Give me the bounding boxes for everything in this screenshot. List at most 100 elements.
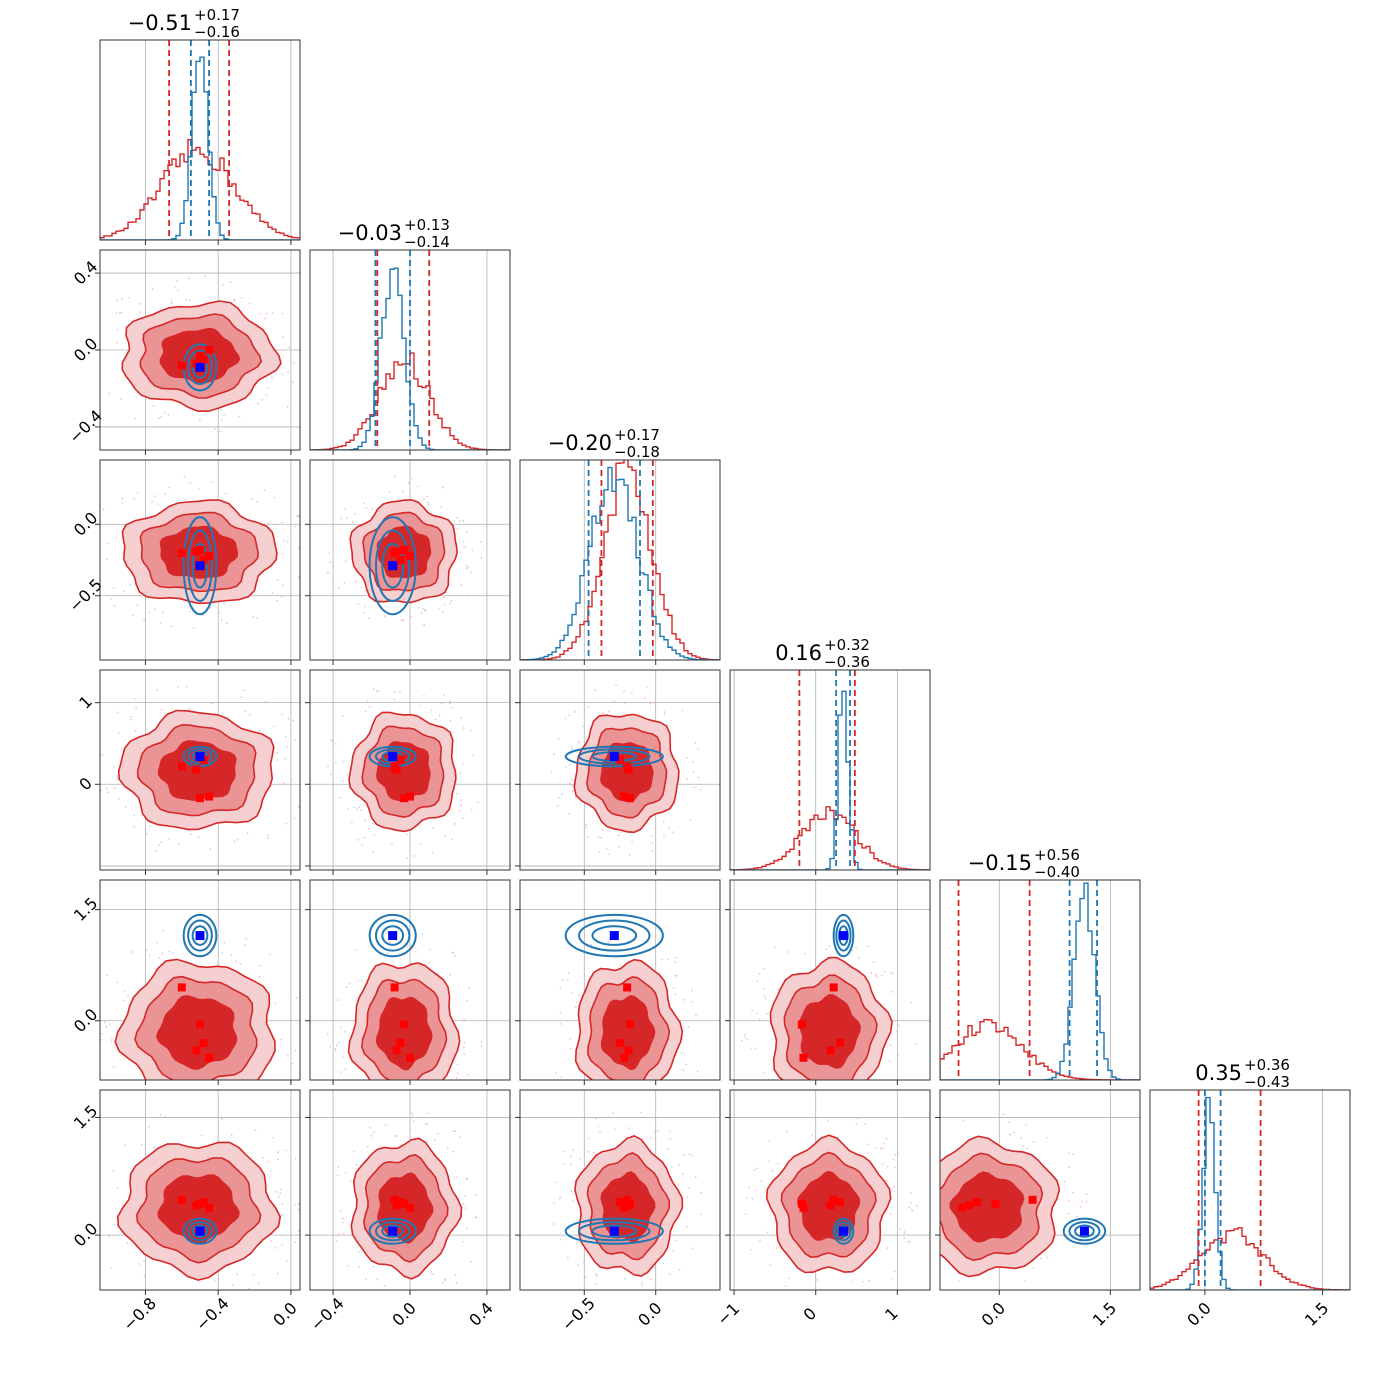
scatter-dot xyxy=(653,1131,656,1134)
scatter-dot xyxy=(462,817,465,820)
truth-marker xyxy=(838,931,848,941)
scatter-dot xyxy=(462,540,465,543)
scatter-dot xyxy=(256,501,259,504)
scatter-dot xyxy=(643,1298,645,1300)
scatter-dot xyxy=(272,725,275,728)
density-contour-posterior xyxy=(578,748,651,765)
scatter-dot xyxy=(826,1120,829,1122)
scatter-dot xyxy=(594,1117,597,1120)
scatter-dot xyxy=(830,1302,832,1304)
scatter-dot xyxy=(466,1227,468,1230)
panel-title-lower: −0.16 xyxy=(194,23,240,41)
truth-marker xyxy=(195,362,205,372)
y-tick-label: 1 xyxy=(75,692,96,713)
scatter-dot xyxy=(481,1040,483,1043)
scatter-dot xyxy=(468,986,470,989)
scatter-dot xyxy=(229,1130,231,1132)
scatter-dot xyxy=(682,1068,684,1071)
scatter-dot xyxy=(210,1123,212,1125)
scatter-dot xyxy=(136,604,139,607)
scatter-dot xyxy=(850,1280,853,1283)
scatter-dot xyxy=(455,1076,458,1079)
scatter-dot xyxy=(113,604,116,607)
scatter-dot xyxy=(189,832,192,835)
scatter-dot xyxy=(700,1191,702,1194)
scatter-dot xyxy=(1067,1212,1070,1215)
scatter-dot xyxy=(922,1138,924,1140)
scatter-dot xyxy=(687,1085,689,1087)
scatter-dot xyxy=(337,587,340,590)
scatter-dot xyxy=(471,1087,473,1089)
scatter-dot xyxy=(174,1298,176,1300)
scatter-dot xyxy=(201,1118,203,1120)
scatter-dot xyxy=(344,1030,347,1033)
scatter-dot xyxy=(623,702,626,705)
sample-marker xyxy=(620,1053,629,1062)
sample-marker xyxy=(205,346,214,354)
scatter-dot xyxy=(372,1265,375,1268)
scatter-dot xyxy=(364,710,367,713)
scatter-dot xyxy=(687,1026,690,1028)
scatter-dot xyxy=(244,710,247,713)
scatter-dot xyxy=(1088,1231,1091,1234)
scatter-dot xyxy=(114,787,116,789)
scatter-dot xyxy=(817,1130,819,1132)
scatter-dot xyxy=(994,1295,996,1297)
scatter-dot xyxy=(585,823,588,826)
scatter-dot xyxy=(607,853,610,856)
panel-title-upper: +0.13 xyxy=(404,216,450,234)
scatter-dot xyxy=(653,1266,656,1269)
y-tick-label: 0.0 xyxy=(70,1219,101,1250)
scatter-dot xyxy=(570,1190,573,1193)
scatter-dot xyxy=(360,809,363,812)
scatter-dot xyxy=(360,586,363,589)
scatter-dot xyxy=(340,517,343,520)
density-contour-posterior xyxy=(374,1221,411,1242)
scatter-dot xyxy=(200,1134,203,1137)
scatter-dot xyxy=(691,989,693,992)
scatter-dot xyxy=(597,1125,600,1128)
scatter-dot xyxy=(188,708,191,711)
scatter-dot xyxy=(345,986,348,989)
scatter-dot xyxy=(274,523,277,526)
scatter-dot xyxy=(434,718,437,721)
scatter-dot xyxy=(282,539,285,542)
scatter-dot xyxy=(659,1106,661,1108)
scatter-dot xyxy=(341,1221,344,1224)
scatter-dot xyxy=(567,1088,569,1090)
scatter-dot xyxy=(286,540,289,543)
scatter-dot xyxy=(229,280,232,283)
scatter-dot xyxy=(592,1151,595,1154)
scatter-dot xyxy=(613,700,616,703)
scatter-dot xyxy=(144,509,147,512)
scatter-dot xyxy=(846,1128,848,1130)
scatter-dot xyxy=(462,763,465,766)
scatter-dot xyxy=(103,1021,106,1024)
scatter-dot xyxy=(1027,1294,1029,1296)
scatter-dot xyxy=(894,1153,897,1156)
scatter-dot xyxy=(873,1253,876,1256)
scatter-dot xyxy=(370,1134,373,1137)
panel-title-upper: +0.17 xyxy=(194,6,240,24)
scatter-dot xyxy=(895,1187,897,1189)
scatter-dot xyxy=(786,951,789,953)
scatter-dot xyxy=(864,1123,867,1126)
scatter-dot xyxy=(423,624,426,626)
sample-marker xyxy=(392,1201,401,1210)
density-contour-posterior xyxy=(187,349,213,386)
scatter-dot xyxy=(121,298,123,300)
density-contour-posterior xyxy=(368,516,417,616)
scatter-dot xyxy=(285,822,288,825)
scatter-dot xyxy=(918,1149,920,1151)
scatter-dot xyxy=(257,402,259,405)
scatter-dot xyxy=(172,952,174,955)
scatter-dot xyxy=(170,302,172,305)
scatter-dot xyxy=(686,756,688,759)
scatter-dot xyxy=(420,612,423,614)
scatter-dot xyxy=(670,1105,672,1107)
scatter-dot xyxy=(884,970,886,973)
panel-title-value: 0.35 xyxy=(1195,1061,1242,1085)
scatter-dot xyxy=(696,1070,699,1073)
scatter-dot xyxy=(935,1151,937,1153)
scatter-dot xyxy=(419,704,422,707)
